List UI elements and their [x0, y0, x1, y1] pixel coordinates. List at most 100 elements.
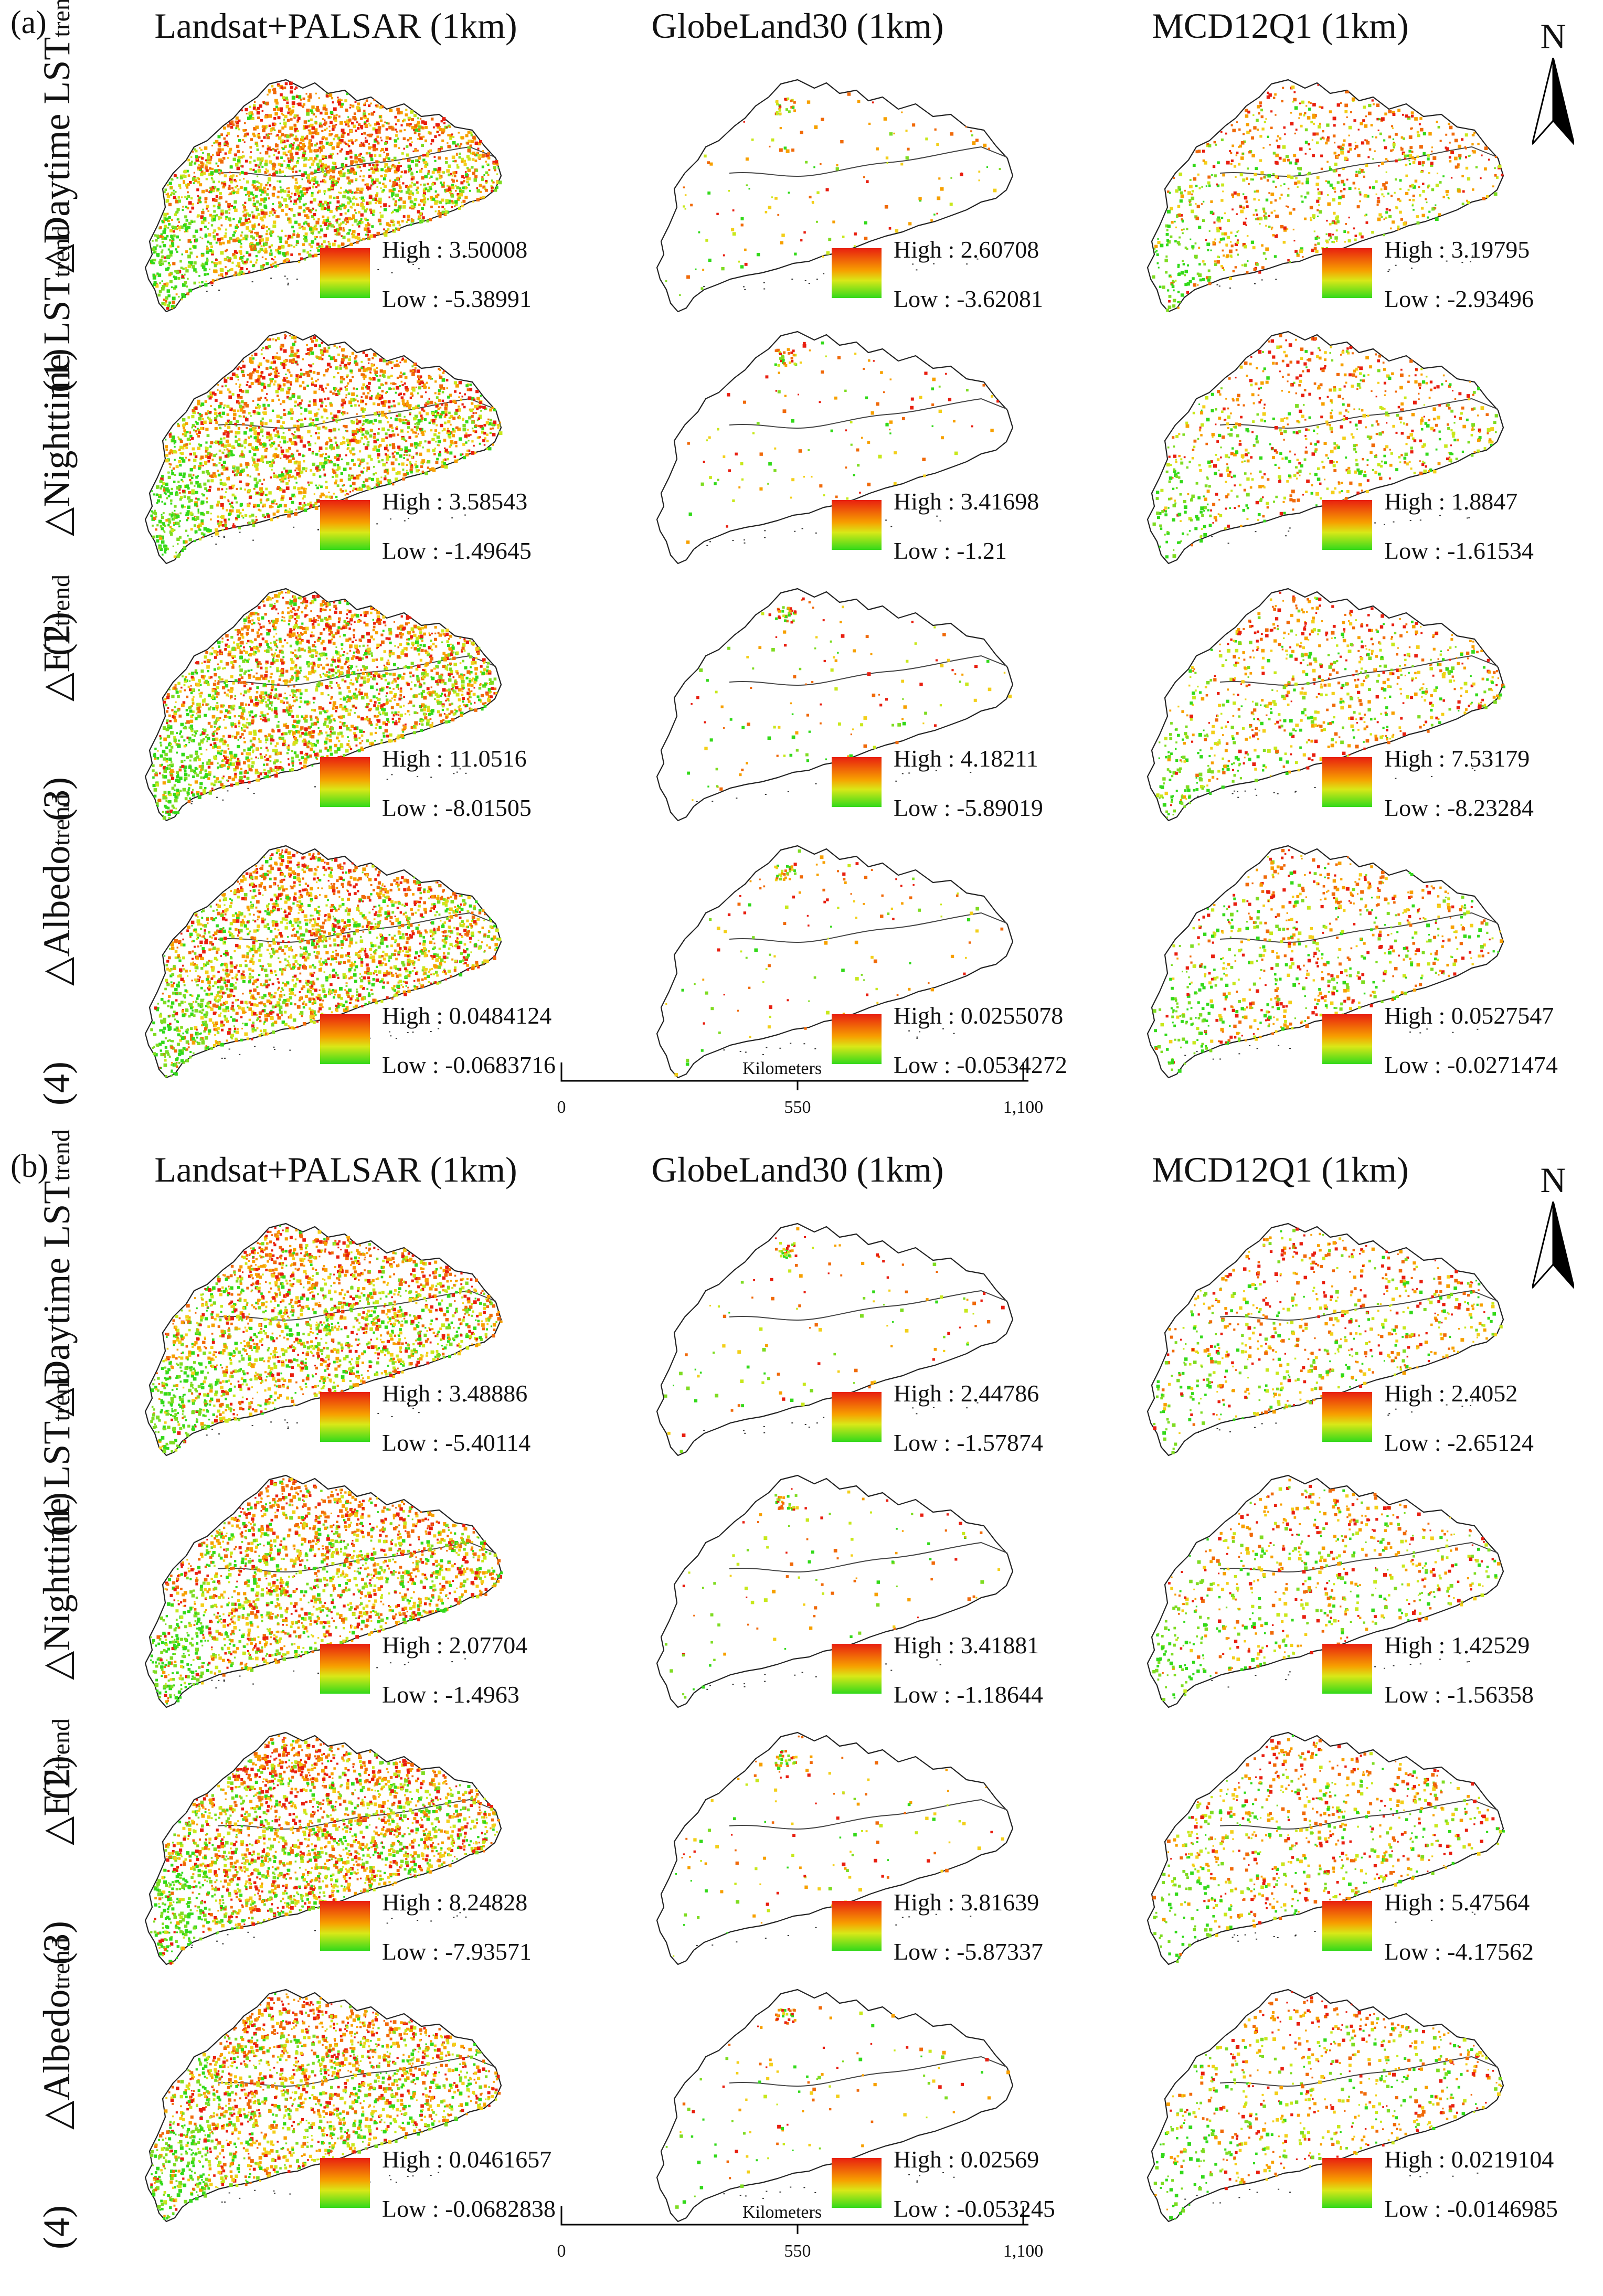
island [1295, 1934, 1297, 1936]
island [1468, 1661, 1470, 1662]
island [744, 1686, 746, 1687]
island [1237, 1940, 1239, 1942]
island [1419, 1032, 1421, 1034]
island [1477, 2172, 1479, 2174]
island [942, 1028, 944, 1029]
island [1467, 1661, 1469, 1663]
island [790, 2186, 792, 2188]
legend-high-value: High : 0.0484124 [382, 1002, 551, 1029]
island [404, 520, 406, 522]
island [804, 1424, 806, 1425]
island [763, 282, 765, 283]
island [407, 2175, 409, 2177]
island [1473, 2166, 1475, 2167]
island [1294, 1935, 1297, 1937]
island [908, 1916, 910, 1918]
legend-low-value: Low : -3.62081 [894, 285, 1043, 313]
inner-boundary [729, 912, 1008, 943]
island [916, 1037, 918, 1039]
island [1387, 1415, 1389, 1416]
island [391, 1918, 393, 1919]
island [885, 519, 887, 521]
row-variable-subscript: trend [47, 1369, 75, 1421]
island [465, 1916, 467, 1918]
island [389, 518, 391, 520]
north-arrow: N [1519, 16, 1587, 147]
island [453, 1917, 455, 1918]
island [206, 1434, 208, 1436]
island [1249, 1045, 1251, 1046]
island [457, 1023, 459, 1024]
island [239, 532, 241, 533]
island [803, 2187, 805, 2188]
legend-color-ramp [832, 2158, 882, 2208]
island [895, 1924, 897, 1926]
island [1395, 1921, 1397, 1923]
island [222, 799, 224, 801]
legend-low-value: Low : -1.4963 [382, 1681, 519, 1708]
island [890, 526, 893, 527]
trend-pixels [150, 334, 503, 558]
island [464, 514, 466, 516]
island [1431, 1919, 1432, 1921]
island [816, 1422, 818, 1424]
scale-unit-label: Kilometers [742, 2203, 822, 2223]
island [247, 1931, 249, 1933]
panel-letter: (a) [10, 4, 47, 41]
island [815, 532, 817, 534]
island [1473, 1022, 1475, 1024]
legend-high-value: High : 3.41881 [894, 1631, 1039, 1659]
trend-pixels [686, 341, 999, 544]
legend-high-value: High : 0.0219104 [1384, 2145, 1554, 2173]
island [912, 263, 914, 265]
island [723, 2193, 725, 2195]
island [1278, 2188, 1280, 2190]
legend-low-value: Low : -0.0683716 [382, 1051, 556, 1079]
island [1232, 793, 1234, 794]
island [377, 1412, 379, 1414]
island [221, 2201, 223, 2203]
island [408, 262, 410, 263]
column-title: GlobeLand30 (1km) [567, 1149, 1028, 1190]
island [254, 2189, 256, 2191]
island [395, 2182, 397, 2183]
island [1244, 790, 1246, 792]
map-r4-c3 [1146, 1989, 1504, 2223]
island [1237, 1935, 1238, 1936]
legend-color-ramp [1322, 1014, 1372, 1064]
legend-high-value: High : 3.50008 [382, 236, 527, 263]
island [1393, 1665, 1395, 1666]
island [1471, 1911, 1473, 1913]
island [1384, 524, 1385, 525]
island [287, 282, 289, 284]
legend-low-value: Low : -1.18644 [894, 1681, 1043, 1708]
island [227, 790, 229, 792]
island [1388, 269, 1390, 271]
island [194, 1940, 196, 1942]
island [1190, 2202, 1192, 2204]
legend-low-value: Low : -1.21 [894, 537, 1007, 565]
legend-low-value: Low : -1.56358 [1384, 1681, 1534, 1708]
island [1256, 794, 1258, 796]
scale-tick-label: 1,100 [1003, 2241, 1044, 2261]
legend-high-value: High : 2.4052 [1384, 1379, 1517, 1407]
north-arrow: N [1519, 1160, 1587, 1291]
legend-low-value: Low : -8.01505 [382, 794, 532, 822]
island [1289, 1048, 1291, 1049]
inner-boundary [729, 398, 1008, 429]
scale-tick-label: 550 [784, 2241, 811, 2261]
island [287, 1426, 289, 1428]
legend-low-value: Low : -2.65124 [1384, 1429, 1534, 1457]
row-variable-subscript: trend [47, 575, 75, 626]
island [1237, 796, 1239, 798]
island [253, 793, 255, 794]
island [206, 291, 208, 292]
island [1190, 1058, 1192, 1060]
island [1374, 1666, 1376, 1667]
map-r1-c3 [1146, 79, 1504, 313]
island [764, 537, 766, 538]
trend-pixels [1152, 848, 1503, 1073]
scale-unit-label: Kilometers [742, 1059, 822, 1079]
map-r2-c3 [1146, 1474, 1504, 1708]
region-outline [144, 1731, 502, 1965]
